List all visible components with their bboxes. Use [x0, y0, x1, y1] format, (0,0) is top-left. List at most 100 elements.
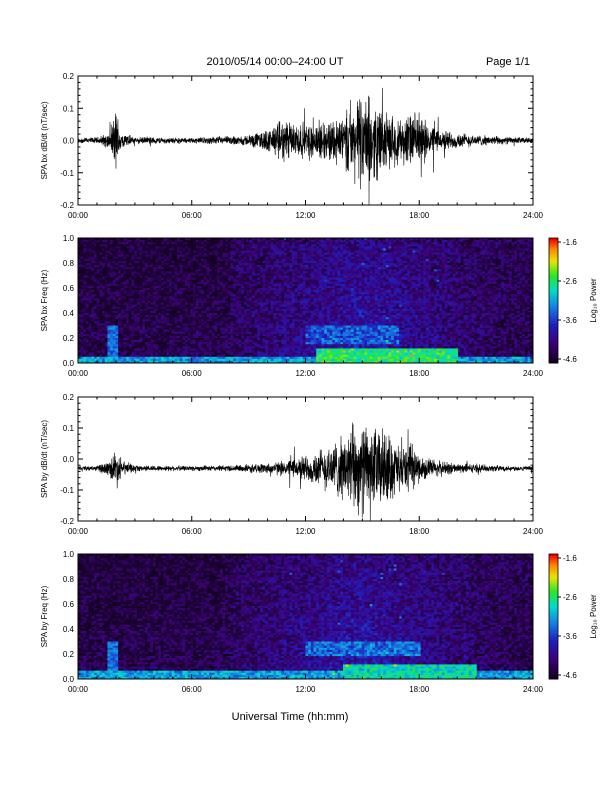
- spectrogram-cell: [182, 346, 185, 348]
- spectrogram-cell: [153, 336, 156, 338]
- spectrogram-cell: [150, 284, 153, 286]
- spectrogram-cell: [124, 292, 127, 294]
- spectrogram-cell: [174, 259, 177, 261]
- spectrogram-cell: [233, 328, 236, 330]
- spectrogram-cell: [287, 334, 290, 336]
- spectrogram-cell: [174, 351, 177, 353]
- spectrogram-cell: [190, 259, 193, 261]
- spectrogram-cell: [249, 351, 252, 353]
- spectrogram-cell: [220, 336, 223, 338]
- spectrogram-cell: [284, 276, 287, 278]
- spectrogram-cell: [223, 248, 226, 250]
- spectrogram-cell: [99, 348, 102, 350]
- spectrogram-cell: [247, 288, 250, 290]
- spectrogram-cell: [113, 242, 116, 244]
- spectrogram-cell: [215, 269, 218, 271]
- spectrogram-cell: [134, 282, 137, 284]
- spectrogram-cell: [102, 284, 105, 286]
- spectrogram-cell: [110, 319, 113, 321]
- spectrogram-cell: [148, 301, 151, 303]
- spectrogram-cell: [196, 265, 199, 267]
- spectrogram-cell: [233, 263, 236, 265]
- spectrogram-cell: [164, 248, 167, 250]
- spectrogram-cell: [198, 332, 201, 334]
- spectrogram-cell: [121, 271, 124, 273]
- spectrogram-cell: [247, 269, 250, 271]
- spectrogram-cell: [132, 244, 135, 246]
- spectrogram-cell: [190, 351, 193, 353]
- spectrogram-cell: [268, 317, 271, 319]
- spectrogram-cell: [268, 330, 271, 332]
- spectrogram-cell: [223, 326, 226, 328]
- spectrogram-cell: [281, 278, 284, 280]
- spectrogram-cell: [102, 344, 105, 346]
- spectrogram-cell: [164, 353, 167, 355]
- spectrogram-cell: [148, 263, 151, 265]
- spectrogram-cell: [169, 294, 172, 296]
- spectrogram-cell: [215, 284, 218, 286]
- spectrogram-cell: [249, 278, 252, 280]
- spectrogram-cell: [134, 311, 137, 313]
- spectrogram-cell: [220, 282, 223, 284]
- spectrogram-cell: [233, 292, 236, 294]
- spectrogram-cell: [236, 334, 239, 336]
- spectrogram-cell: [172, 276, 175, 278]
- spectrogram-cell: [190, 294, 193, 296]
- spectrogram-cell: [228, 307, 231, 309]
- spectrogram-cell: [271, 348, 274, 350]
- spectrogram-cell: [255, 355, 258, 357]
- spectrogram-cell: [252, 280, 255, 282]
- spectrogram-cell: [148, 319, 151, 321]
- spectrogram-cell: [268, 255, 271, 257]
- spectrogram-cell: [276, 328, 279, 330]
- spectrogram-cell: [113, 280, 116, 282]
- spectrogram-cell: [180, 330, 183, 332]
- spectrogram-cell: [150, 311, 153, 313]
- spectrogram-cell: [91, 351, 94, 353]
- spectrogram-cell: [134, 323, 137, 325]
- spectrogram-cell: [217, 261, 220, 263]
- spectrogram-cell: [236, 265, 239, 267]
- spectrogram-cell: [182, 353, 185, 355]
- spectrogram-cell: [105, 346, 108, 348]
- spectrogram-cell: [263, 286, 266, 288]
- x-tick-label: 00:00: [68, 211, 89, 220]
- spectrogram-cell: [276, 280, 279, 282]
- spectrogram-cell: [161, 282, 164, 284]
- spectrogram-cell: [83, 328, 86, 330]
- spectrogram-cell: [124, 319, 127, 321]
- spectrogram-cell: [81, 246, 84, 248]
- spectrogram-cell: [271, 290, 274, 292]
- spectrogram-cell: [198, 328, 201, 330]
- spectrogram-cell: [161, 253, 164, 255]
- spectrogram-cell: [198, 301, 201, 303]
- spectrogram-cell: [126, 248, 129, 250]
- spectrogram-cell: [166, 357, 169, 359]
- spectrogram-cell: [228, 267, 231, 269]
- spectrogram-cell: [279, 334, 282, 336]
- spectrogram-cell: [169, 292, 172, 294]
- spectrogram-cell: [113, 253, 116, 255]
- spectrogram-cell: [182, 261, 185, 263]
- spectrogram-cell: [91, 359, 94, 361]
- spectrogram-cell: [255, 330, 258, 332]
- spectrogram-cell: [249, 259, 252, 261]
- spectrogram-cell: [228, 276, 231, 278]
- spectrogram-cell: [174, 357, 177, 359]
- spectrogram-cell: [142, 317, 145, 319]
- spectrogram-cell: [198, 353, 201, 355]
- spectrogram-cell: [164, 359, 167, 361]
- spectrogram-cell: [289, 334, 292, 336]
- spectrogram-cell: [223, 265, 226, 267]
- spectrogram-cell: [107, 303, 110, 305]
- spectrogram-cell: [174, 301, 177, 303]
- spectrogram-cell: [156, 271, 159, 273]
- spectrogram-cell: [86, 315, 89, 317]
- spectrogram-cell: [161, 328, 164, 330]
- spectrogram-cell: [102, 286, 105, 288]
- spectrogram-cell: [166, 301, 169, 303]
- spectrogram-cell: [239, 344, 242, 346]
- spectrogram-cell: [174, 315, 177, 317]
- spectrogram-cell: [164, 290, 167, 292]
- spectrogram-cell: [287, 311, 290, 313]
